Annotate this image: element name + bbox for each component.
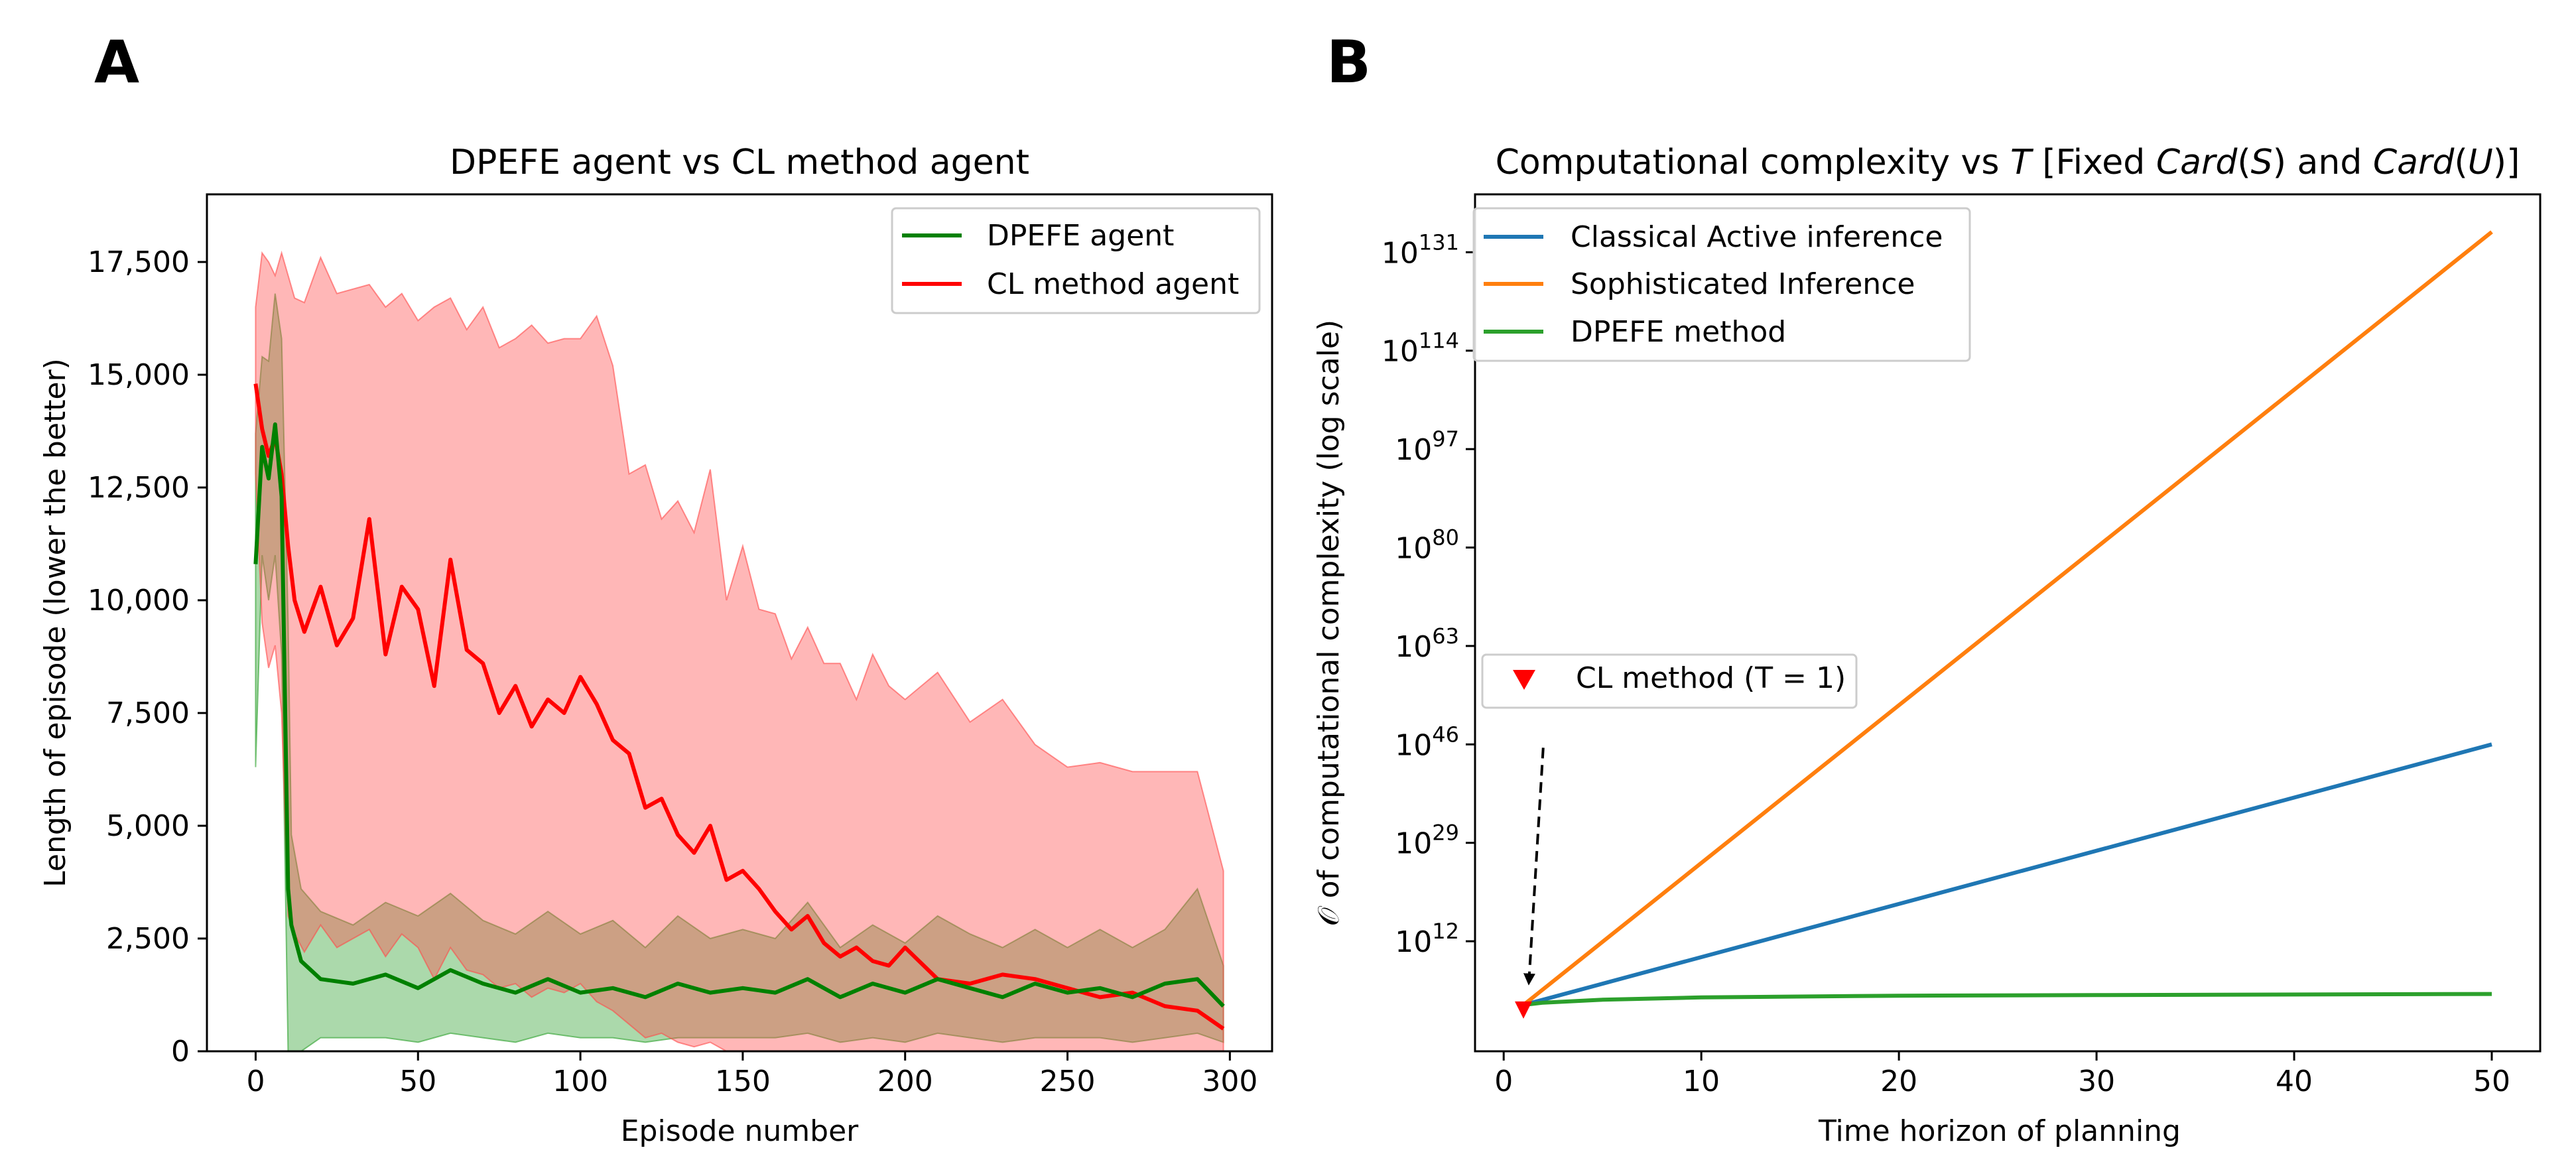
band-cl-method-agent	[255, 250, 1224, 1051]
y-tick-label-b-63: 1063	[1395, 623, 1459, 664]
x-tick-label-a-250: 250	[1040, 1065, 1096, 1098]
y-tick-label-b-131: 10131	[1382, 229, 1459, 270]
y-tick-label-a-0: 0	[171, 1035, 190, 1069]
chart-a-legend-box	[891, 207, 1261, 314]
chart-b-lines	[1522, 230, 2493, 1007]
title-seg-2: [Fixed	[2031, 143, 2156, 182]
legend-label-sophisticated-inference: Sophisticated Inference	[1571, 267, 1915, 301]
title-seg-U: U	[2468, 143, 2493, 182]
y-tick-label-a-15000: 15,000	[88, 358, 190, 392]
y-tick-label-b-80: 1080	[1395, 525, 1459, 566]
chart-a-legend: DPEFE agent CL method agent	[891, 207, 1261, 314]
chart-b-y-label: 𝒪 of computational complexity (log scale…	[1312, 320, 1346, 926]
x-tick-label-a-150: 150	[715, 1065, 771, 1098]
legend-label-cl-method-agent: CL method agent	[987, 267, 1239, 301]
legend-label-dpefe-method: DPEFE method	[1571, 315, 1786, 349]
chart-a-lines	[253, 383, 1225, 1031]
chart-a-frame	[206, 193, 1273, 1053]
chart-b-legend-box	[1472, 207, 1971, 362]
panel-label-a: A	[94, 28, 139, 96]
chart-a-x-ticks: 0 50 100 150 200 250 300	[246, 1051, 1257, 1098]
annotation-box-marker	[1513, 670, 1535, 690]
legend-label-classical-active-inference: Classical Active inference	[1571, 220, 1943, 254]
chart-a-y-label: Length of episode (lower the better)	[38, 358, 72, 887]
series-line-classical-active-inference	[1523, 742, 2492, 1007]
title-seg-6: )]	[2493, 143, 2520, 182]
title-seg-1: Computational complexity vs	[1496, 143, 2010, 182]
chart-b-x-label: Time horizon of planning	[1818, 1114, 2181, 1148]
x-tick-label-a-50: 50	[399, 1065, 436, 1098]
cl-method-marker	[1515, 1001, 1532, 1019]
annotation-label: CL method (T = 1)	[1576, 661, 1846, 695]
y-tick-label-a-7500: 7,500	[106, 696, 190, 730]
chart-a-y-ticks: 0 2,500 5,000 7,500 10,000 12,500 15,000 17,500	[88, 245, 207, 1069]
y-tick-label-b-114: 10114	[1382, 328, 1459, 369]
x-tick-label-b-0: 0	[1494, 1065, 1513, 1098]
annotation-box	[1481, 653, 1858, 709]
x-tick-label-a-0: 0	[246, 1065, 265, 1098]
y-tick-label-a-5000: 5,000	[106, 809, 190, 843]
annotation-arrow-group	[1515, 748, 1545, 1019]
x-tick-label-a-100: 100	[552, 1065, 608, 1098]
cl-method-annotation: CL method (T = 1)	[1481, 653, 1858, 709]
series-line-dpefe-agent	[253, 422, 1225, 1008]
chart-a-title: DPEFE agent vs CL method agent	[450, 143, 1029, 182]
chart-b: Computational complexity vs T [Fixed Car…	[1312, 143, 2542, 1148]
x-tick-label-a-300: 300	[1202, 1065, 1257, 1098]
title-seg-5: (	[2454, 143, 2467, 182]
chart-b-x-ticks: 0 10 20 30 40 50	[1494, 1051, 2510, 1098]
x-tick-label-b-50: 50	[2473, 1065, 2510, 1098]
chart-b-title: Computational complexity vs T [Fixed Car…	[1496, 143, 2520, 182]
chart-a-bands	[255, 250, 1224, 1051]
series-line-dpefe-method	[1523, 992, 2492, 1007]
y-tick-label-b-46: 1046	[1395, 722, 1459, 762]
x-tick-label-b-20: 20	[1880, 1065, 1917, 1098]
x-tick-label-b-30: 30	[2078, 1065, 2115, 1098]
title-seg-T: T	[2010, 143, 2034, 182]
title-seg-card-s: Card	[2156, 143, 2238, 182]
y-tick-label-a-2500: 2,500	[106, 922, 190, 956]
y-tick-label-b-97: 1097	[1395, 426, 1459, 467]
chart-b-legend: Classical Active inference Sophisticated…	[1472, 207, 1971, 362]
legend-label-dpefe-agent: DPEFE agent	[987, 219, 1174, 253]
y-tick-label-b-12: 1012	[1395, 919, 1459, 959]
title-seg-3: (	[2237, 143, 2250, 182]
series-line-sophisticated-inference	[1522, 230, 2493, 1007]
panel-label-b: B	[1326, 28, 1371, 96]
chart-b-y-ticks: 1012 1029 1046 1063 1080 1097 10114 10131	[1382, 229, 1475, 959]
title-seg-4: ) and	[2273, 143, 2373, 182]
y-tick-label-a-12500: 12,500	[88, 471, 190, 505]
x-tick-label-b-10: 10	[1683, 1065, 1720, 1098]
title-seg-card-u: Card	[2373, 143, 2455, 182]
x-tick-label-b-40: 40	[2276, 1065, 2313, 1098]
y-tick-label-b-29: 1029	[1395, 820, 1459, 861]
chart-b-frame	[1474, 193, 2542, 1053]
chart-a-x-label: Episode number	[621, 1114, 859, 1148]
title-seg-S: S	[2251, 143, 2273, 182]
y-tick-label-a-17500: 17,500	[88, 245, 190, 279]
x-tick-label-a-200: 200	[877, 1065, 933, 1098]
chart-a: DPEFE agent vs CL method agent 0 50 100 150…	[38, 143, 1273, 1148]
annotation-arrow	[1523, 748, 1545, 986]
y-tick-label-a-10000: 10,000	[88, 584, 190, 618]
